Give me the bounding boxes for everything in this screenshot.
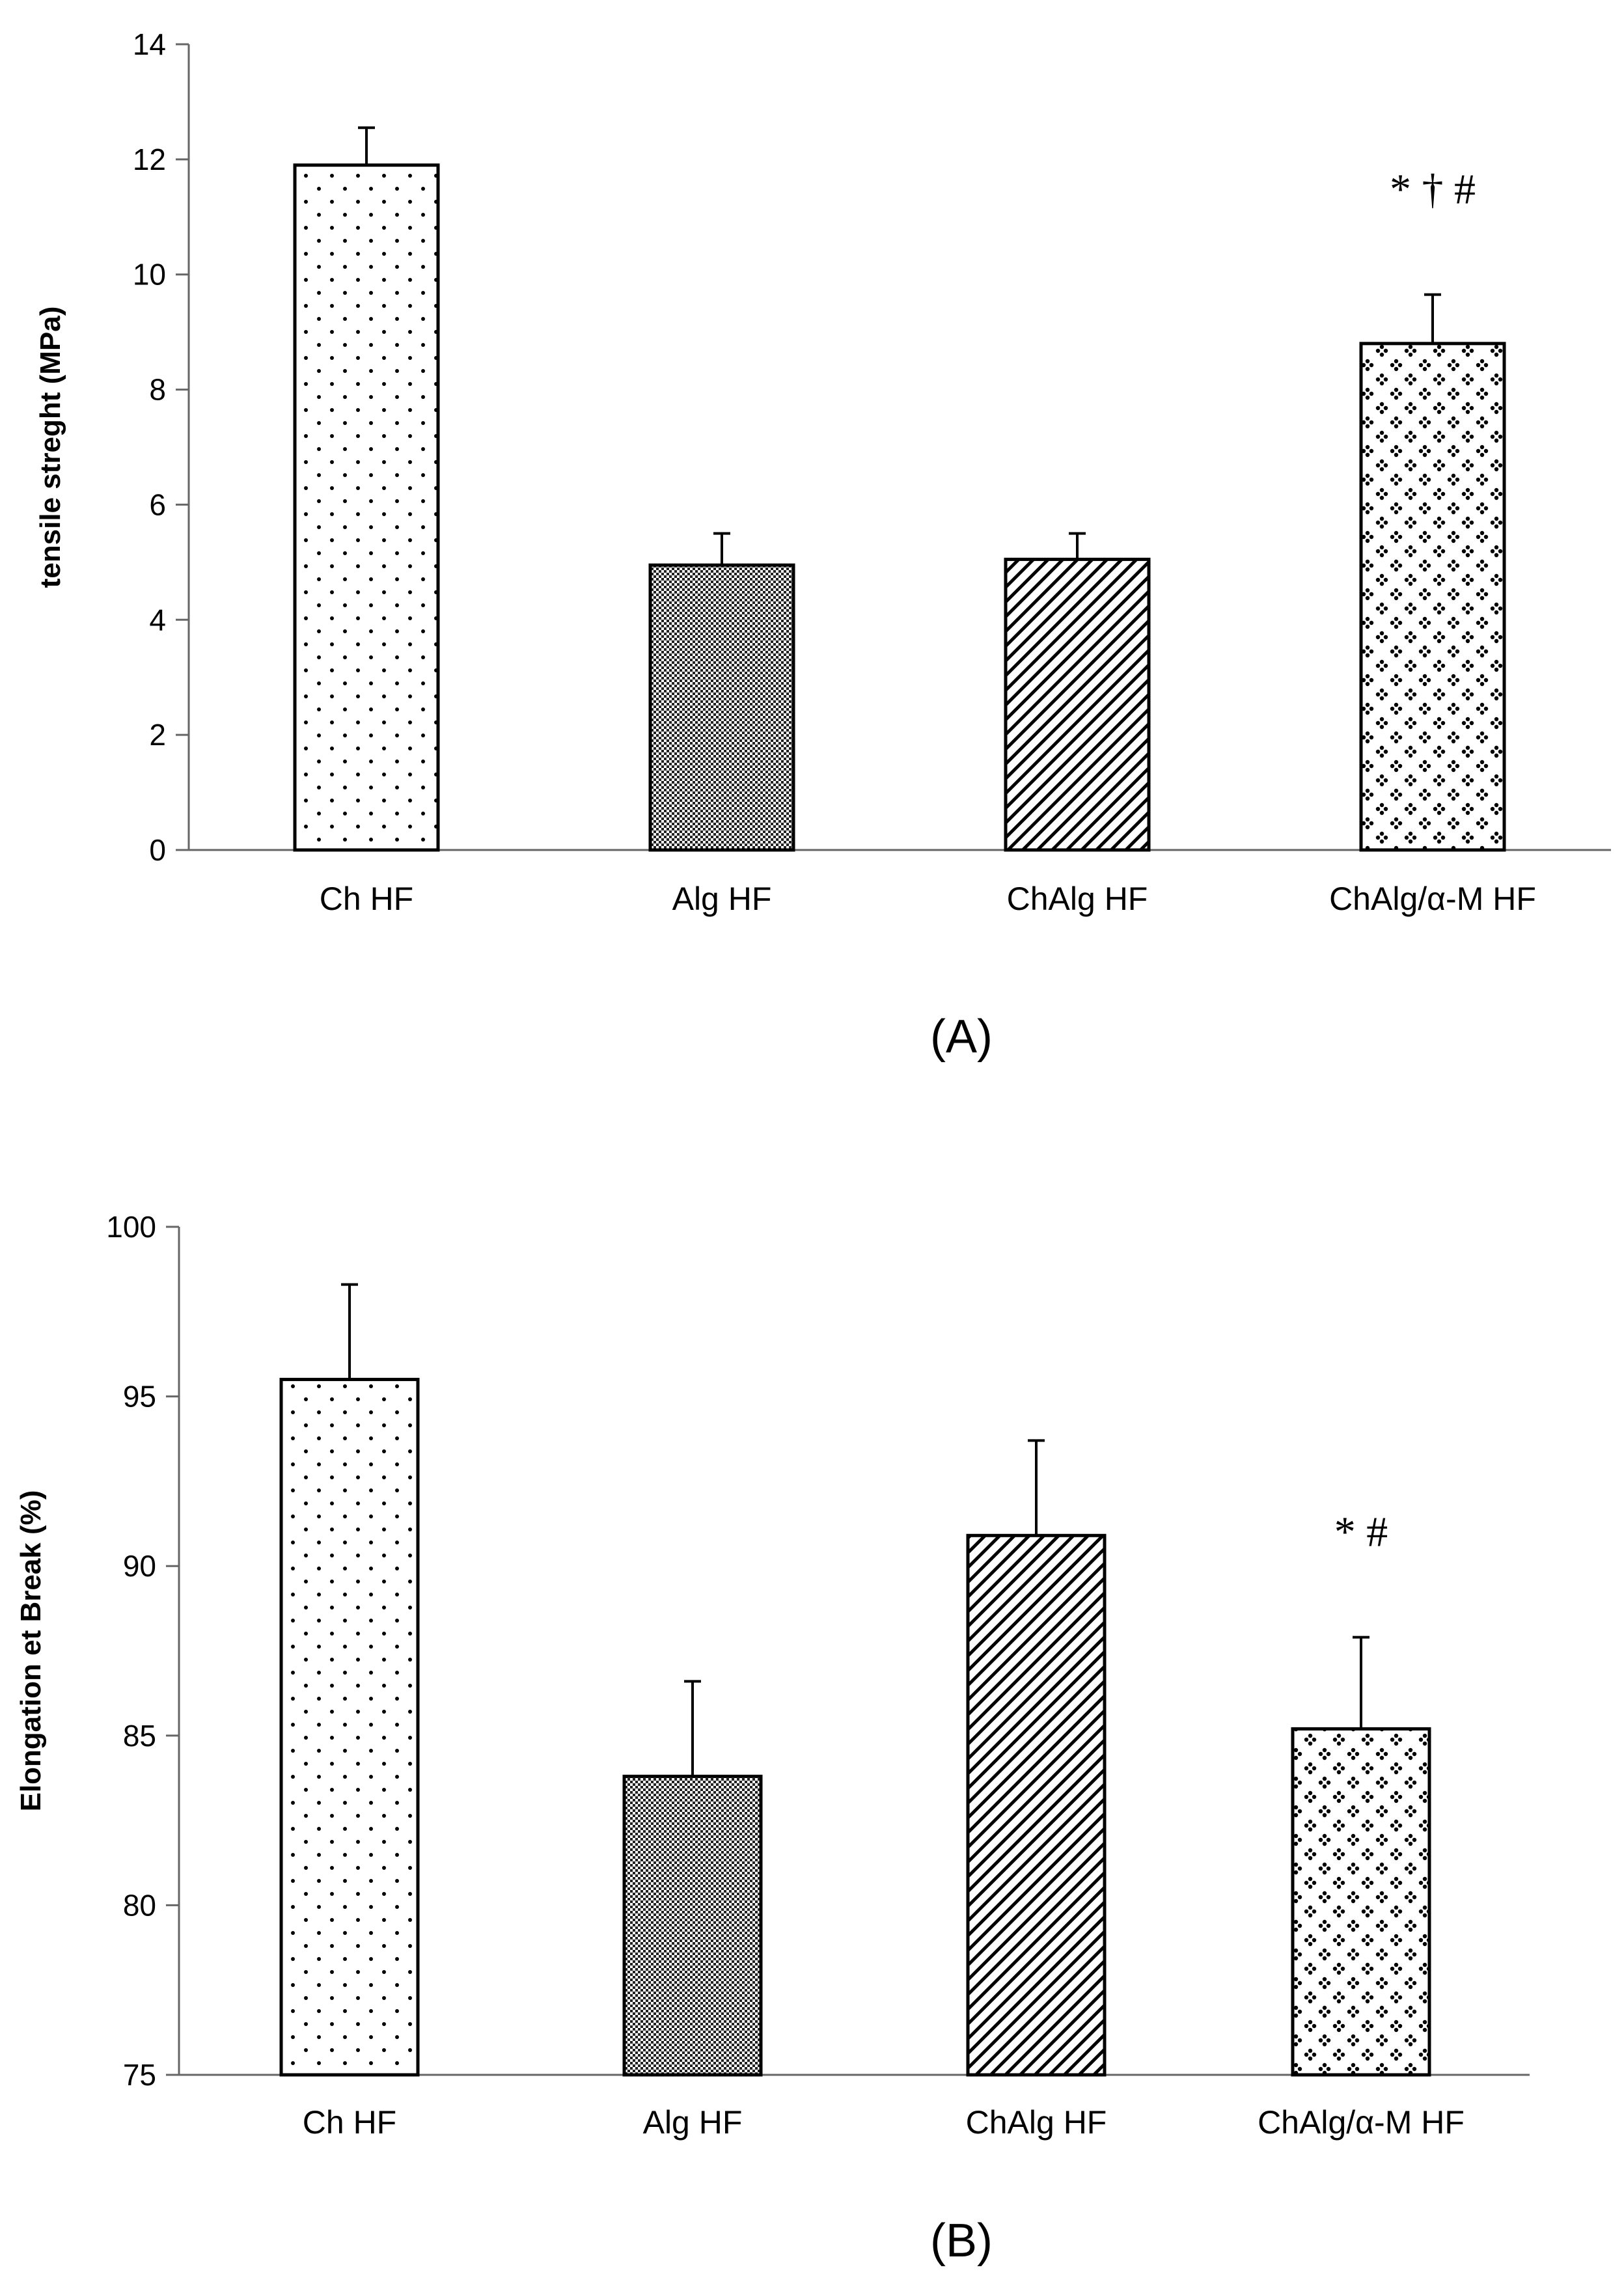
- category-label: ChAlg HF: [1007, 881, 1148, 917]
- panel-label: (A): [930, 1011, 993, 1063]
- y-tick-label: 8: [149, 373, 166, 407]
- y-tick-label: 14: [133, 27, 166, 61]
- significance-annotation: * #: [1334, 1509, 1388, 1556]
- bar: [1291, 1727, 1431, 2077]
- y-tick-label: 90: [123, 1549, 156, 1583]
- y-tick-label: 2: [149, 718, 166, 752]
- category-label: Ch HF: [303, 2104, 396, 2141]
- y-axis-title: Elongation et Break (%): [15, 1490, 47, 1812]
- panel-label: (B): [930, 2215, 993, 2267]
- y-tick-label: 10: [133, 258, 166, 292]
- y-tick-label: 95: [123, 1380, 156, 1414]
- category-label: Ch HF: [320, 881, 413, 917]
- y-tick-label: 0: [149, 833, 166, 867]
- panel-b-chart: 75 80 85 90 95 100 Elongation et Break (%) Ch H…: [15, 1210, 1530, 2267]
- y-tick-label: 12: [133, 143, 166, 176]
- bar: [1004, 557, 1151, 852]
- y-tick-label: 85: [123, 1719, 156, 1753]
- y-tick-label: 6: [149, 487, 166, 521]
- bar: [1359, 342, 1506, 852]
- significance-annotation: * † #: [1390, 166, 1476, 213]
- y-tick-label: 4: [149, 603, 166, 637]
- bar: [279, 1378, 420, 2077]
- bar: [293, 163, 440, 852]
- category-label: ChAlg HF: [966, 2104, 1107, 2141]
- category-label: ChAlg/α-M HF: [1258, 2104, 1465, 2141]
- y-axis-title: tensile streght (MPa): [34, 307, 66, 588]
- category-label: Alg HF: [672, 881, 772, 917]
- panel-a-chart: 0 2 4 6 8 10 12 14 tensile streght (MPa) Ch HF Alg…: [34, 27, 1611, 1063]
- category-label: ChAlg/α-M HF: [1329, 881, 1536, 917]
- y-tick-label: 80: [123, 1888, 156, 1922]
- y-tick-label: 100: [106, 1210, 156, 1244]
- bar: [648, 563, 795, 852]
- bar: [966, 1533, 1107, 2077]
- y-tick-label: 75: [123, 2058, 156, 2092]
- category-label: Alg HF: [643, 2104, 743, 2141]
- bar: [622, 1774, 763, 2077]
